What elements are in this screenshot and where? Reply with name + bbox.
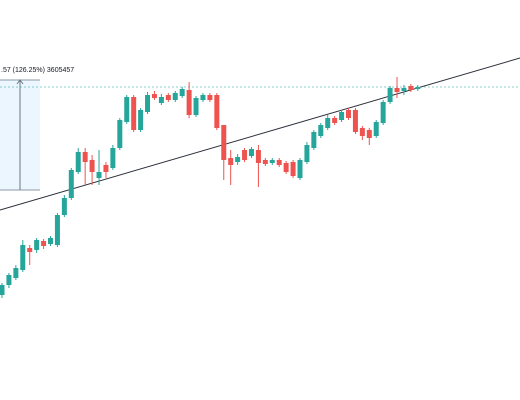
candle-body [82,152,88,162]
candle-body [394,88,400,92]
candle-body [151,94,157,98]
candle-body [283,163,289,172]
candles [0,77,421,298]
measure-arrow-head [16,79,24,85]
candle-body [158,97,164,103]
candle-body [165,95,171,100]
candle-body [172,93,178,100]
candle-body [48,238,54,244]
candle-body [387,88,393,102]
candle-body [54,215,60,245]
candle-body [255,150,261,163]
candle-body [214,95,220,128]
candle-body [401,88,407,91]
candle-body [34,240,40,250]
candle-body [221,125,227,160]
candle-body [380,102,386,123]
candle-body [110,148,116,168]
candle-body [207,95,213,100]
candle-body [117,120,123,148]
trend-line [0,57,520,211]
candle-body [193,98,199,115]
candle-body [415,87,421,89]
candle-body [20,245,26,270]
candle-body [41,241,47,246]
candle-body [96,172,102,178]
candle-body [339,112,345,120]
candle-body [6,275,12,285]
candle-body [27,248,33,252]
candle-body [304,145,310,162]
candle-body [186,90,192,115]
candle-body [179,89,185,96]
candle-body [352,110,358,132]
candle-body [13,268,19,278]
candle-body [332,118,338,123]
candle-body [61,198,67,215]
candle-body [103,165,109,172]
candle-body [276,160,282,165]
candle-body [346,110,351,118]
candle-body [318,125,324,136]
candle-body [131,97,137,130]
candle-body [373,122,379,136]
candle-body [228,158,234,165]
candle-body [138,110,144,130]
candle-body [0,285,5,295]
candle-body [124,97,130,122]
candle-body [269,160,275,163]
candle-body [262,160,268,164]
candle-body [75,152,81,172]
candle-body [290,162,296,176]
candle-body [200,95,206,100]
candle-body [297,160,303,178]
candle-body [89,160,95,172]
candle-body [242,150,248,160]
candle-body [145,95,151,112]
candle-body [68,170,74,198]
candle-body [366,130,372,138]
measure-label: .57 (126.25%) 3605457 [1,67,74,74]
candle-body [235,157,241,162]
candle-body [359,128,365,136]
candle-body [325,118,331,128]
candle-body [408,86,414,90]
candle-body [311,132,317,148]
candle-body [248,149,254,156]
